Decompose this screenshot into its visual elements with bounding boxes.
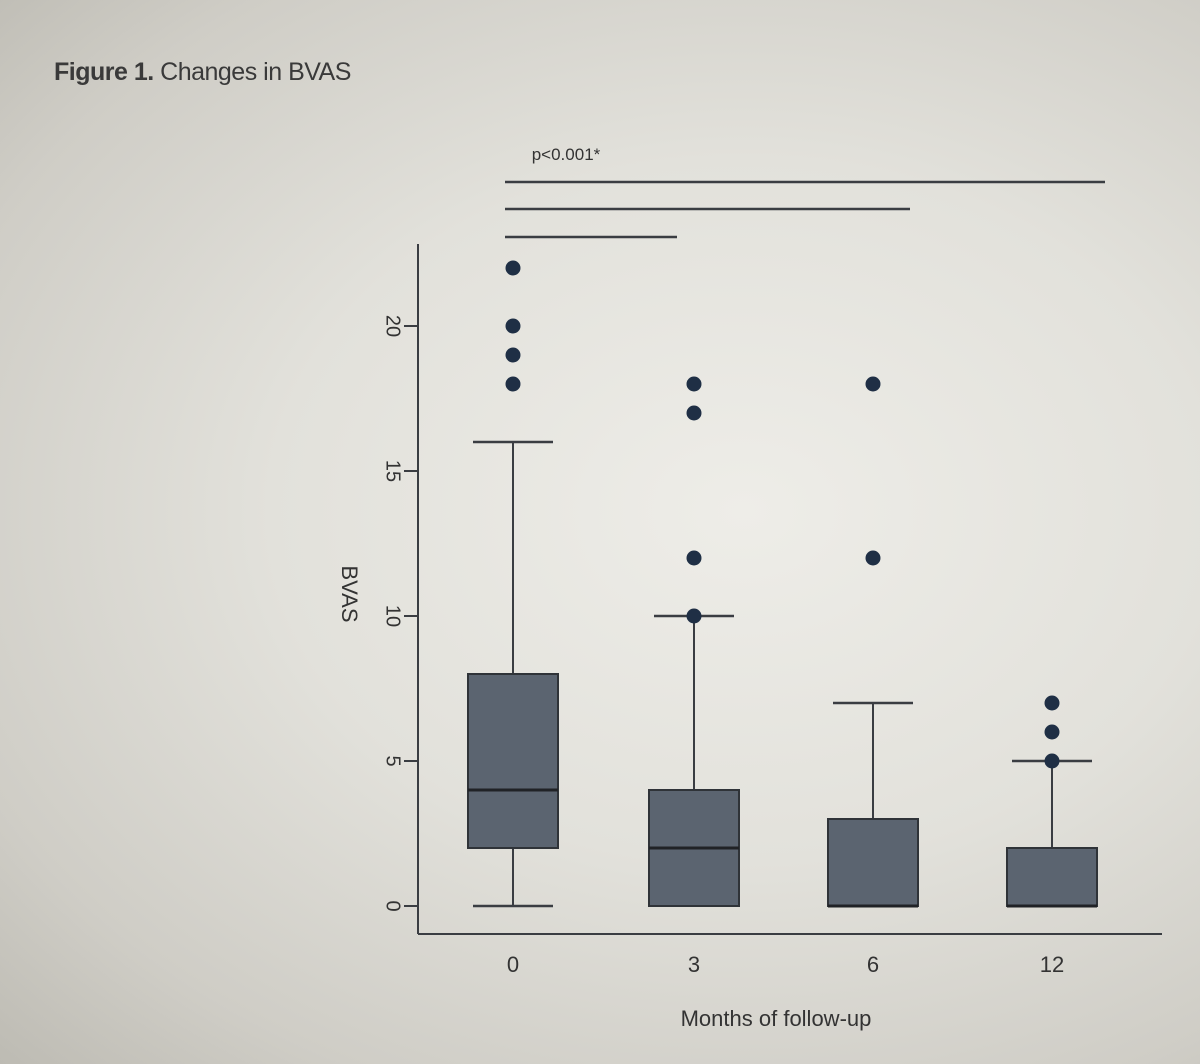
x-axis-label: Months of follow-up [681,1006,872,1031]
chart-axes: 0 5 10 15 20 0 3 6 12 [382,244,1162,977]
outlier-point [505,376,521,392]
box-group-3 [648,376,740,907]
outlier-point [686,608,702,624]
figure-label: Figure 1. [54,58,154,86]
x-tick-label: 6 [867,952,879,977]
outlier-point [865,550,881,566]
y-axis-label: BVAS [337,565,362,622]
x-tick-label: 3 [688,952,700,977]
iqr-box [827,818,919,907]
outlier-point [1044,753,1060,769]
figure-title-text: Changes in BVAS [160,58,351,86]
outlier-point [686,376,702,392]
figure-title: Figure 1. Changes in BVAS [54,58,351,87]
box-group-12 [1006,695,1098,908]
x-tick-label: 12 [1040,952,1064,977]
outlier-point [505,260,521,276]
x-tick-label: 0 [507,952,519,977]
iqr-box [467,673,559,849]
y-tick-label: 0 [382,900,404,911]
outlier-point [686,550,702,566]
significance-bars [505,180,1105,239]
y-tick-label: 5 [382,755,404,766]
outlier-point [505,347,521,363]
iqr-box [1006,847,1098,907]
chart-boxes [467,260,1098,908]
box-group-0 [467,260,559,908]
outlier-point [505,318,521,334]
y-tick-label: 10 [382,605,404,627]
outlier-point [1044,724,1060,740]
y-tick-label: 20 [382,315,404,337]
y-tick-label: 15 [382,460,404,482]
outlier-point [865,376,881,392]
outlier-point [686,405,702,421]
significance-label: p<0.001* [532,145,601,164]
box-group-6 [827,376,919,908]
outlier-point [1044,695,1060,711]
